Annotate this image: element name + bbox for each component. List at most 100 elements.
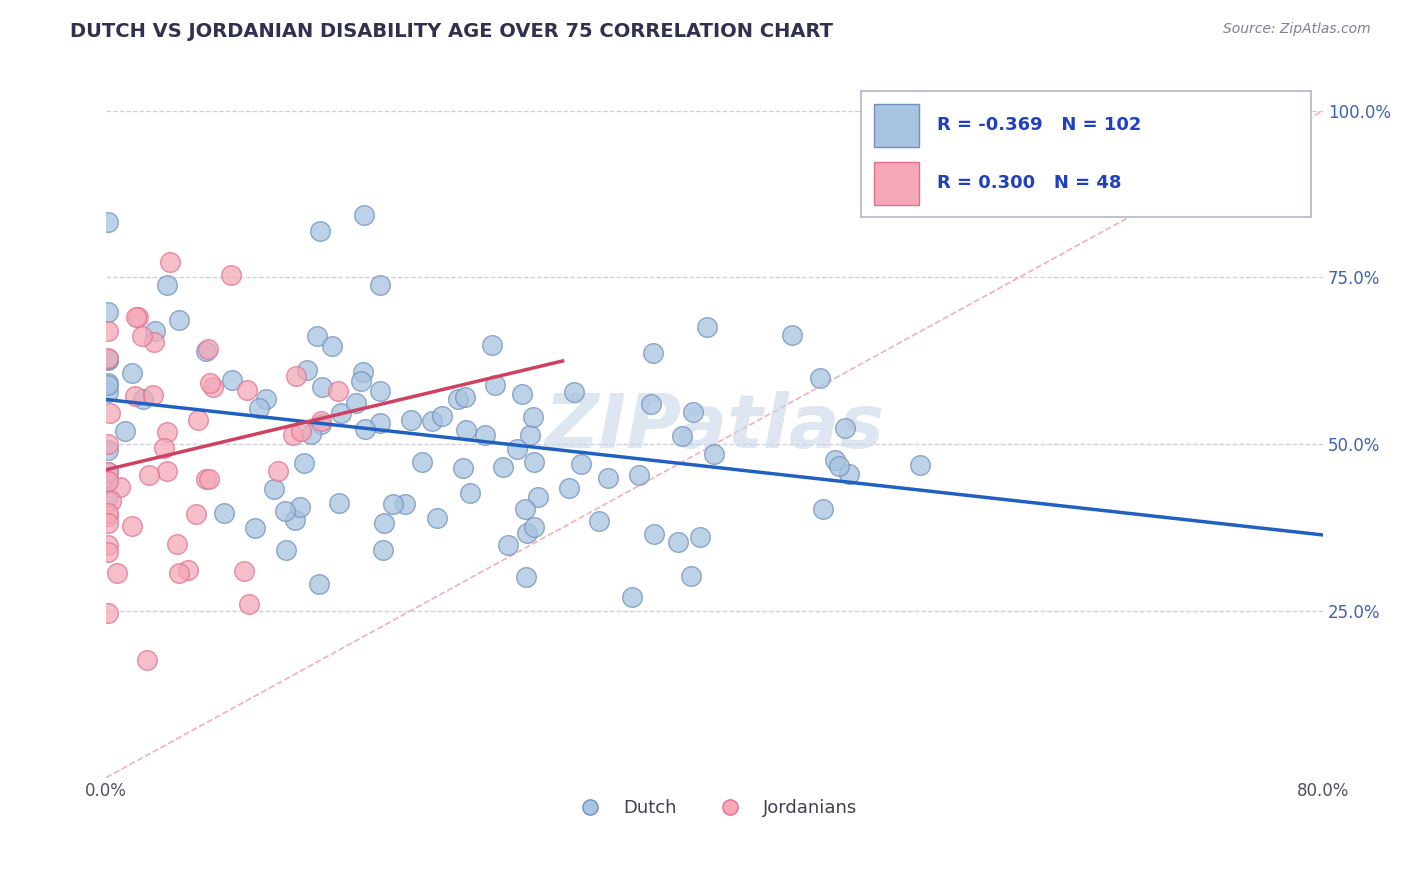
Dutch	[510, 386, 533, 401]
Dutch	[811, 502, 834, 516]
Jordanians	[124, 389, 146, 403]
Jordanians	[97, 508, 120, 523]
Jordanians	[97, 538, 120, 552]
Dutch	[643, 346, 665, 360]
Dutch	[97, 215, 120, 229]
Dutch	[321, 339, 343, 353]
Dutch	[588, 514, 610, 528]
Dutch	[516, 526, 538, 541]
Jordanians	[236, 383, 259, 397]
Dutch	[420, 414, 443, 428]
Dutch	[522, 409, 544, 424]
Jordanians	[167, 566, 190, 580]
Dutch	[97, 304, 120, 318]
Dutch	[569, 457, 592, 471]
Dutch	[598, 471, 620, 485]
Dutch	[284, 513, 307, 527]
Dutch	[132, 392, 155, 407]
Jordanians	[177, 563, 200, 577]
Jordanians	[138, 468, 160, 483]
Dutch	[523, 520, 546, 534]
Jordanians	[200, 376, 222, 391]
Dutch	[447, 392, 470, 406]
Dutch	[328, 496, 350, 510]
Dutch	[484, 378, 506, 392]
Jordanians	[97, 606, 120, 620]
Dutch	[780, 327, 803, 342]
Jordanians	[136, 653, 159, 667]
Dutch	[354, 422, 377, 436]
Dutch	[506, 442, 529, 456]
Dutch	[394, 497, 416, 511]
Dutch	[666, 534, 689, 549]
Dutch	[620, 591, 643, 605]
Dutch	[97, 442, 120, 457]
Legend: Dutch, Jordanians: Dutch, Jordanians	[565, 792, 865, 824]
Dutch	[696, 319, 718, 334]
Dutch	[824, 453, 846, 467]
Dutch	[628, 467, 651, 482]
Dutch	[350, 375, 373, 389]
Jordanians	[98, 406, 121, 420]
Dutch	[121, 366, 143, 380]
Jordanians	[97, 351, 120, 365]
Jordanians	[125, 310, 148, 325]
Dutch	[97, 474, 120, 488]
Dutch	[97, 384, 120, 399]
Text: Source: ZipAtlas.com: Source: ZipAtlas.com	[1223, 22, 1371, 37]
Dutch	[344, 395, 367, 409]
Dutch	[309, 417, 332, 432]
Dutch	[432, 409, 454, 423]
Dutch	[498, 538, 520, 552]
Dutch	[453, 390, 475, 404]
Jordanians	[186, 507, 208, 521]
Dutch	[353, 209, 375, 223]
Dutch	[838, 467, 860, 481]
Dutch	[834, 420, 856, 434]
Dutch	[454, 423, 477, 437]
Jordanians	[311, 414, 333, 428]
Dutch	[453, 461, 475, 475]
Dutch	[381, 497, 404, 511]
Dutch	[527, 490, 550, 504]
Dutch	[682, 405, 704, 419]
Jordanians	[201, 380, 224, 394]
Dutch	[295, 363, 318, 377]
Dutch	[908, 458, 931, 473]
Dutch	[492, 460, 515, 475]
Dutch	[97, 490, 120, 504]
Dutch	[292, 456, 315, 470]
Dutch	[330, 406, 353, 420]
Jordanians	[159, 255, 181, 269]
Dutch	[370, 277, 392, 292]
Dutch	[643, 526, 665, 541]
Jordanians	[284, 369, 307, 384]
Dutch	[681, 568, 703, 582]
Dutch	[97, 351, 120, 366]
Dutch	[114, 424, 136, 438]
Jordanians	[152, 441, 174, 455]
Dutch	[827, 458, 849, 473]
Dutch	[97, 465, 120, 479]
Dutch	[703, 447, 725, 461]
Jordanians	[105, 566, 128, 580]
Jordanians	[281, 428, 304, 442]
Jordanians	[108, 480, 131, 494]
Jordanians	[187, 413, 209, 427]
Dutch	[671, 429, 693, 443]
Dutch	[97, 352, 120, 367]
Dutch	[411, 455, 433, 469]
Jordanians	[142, 388, 165, 402]
Jordanians	[97, 545, 120, 559]
Dutch	[458, 486, 481, 500]
Dutch	[308, 576, 330, 591]
Jordanians	[97, 436, 120, 450]
Dutch	[221, 373, 243, 387]
Dutch	[523, 455, 546, 469]
Jordanians	[100, 494, 122, 508]
Jordanians	[194, 472, 217, 486]
Jordanians	[156, 464, 179, 478]
Jordanians	[219, 268, 242, 282]
Jordanians	[121, 518, 143, 533]
Jordanians	[326, 384, 349, 399]
